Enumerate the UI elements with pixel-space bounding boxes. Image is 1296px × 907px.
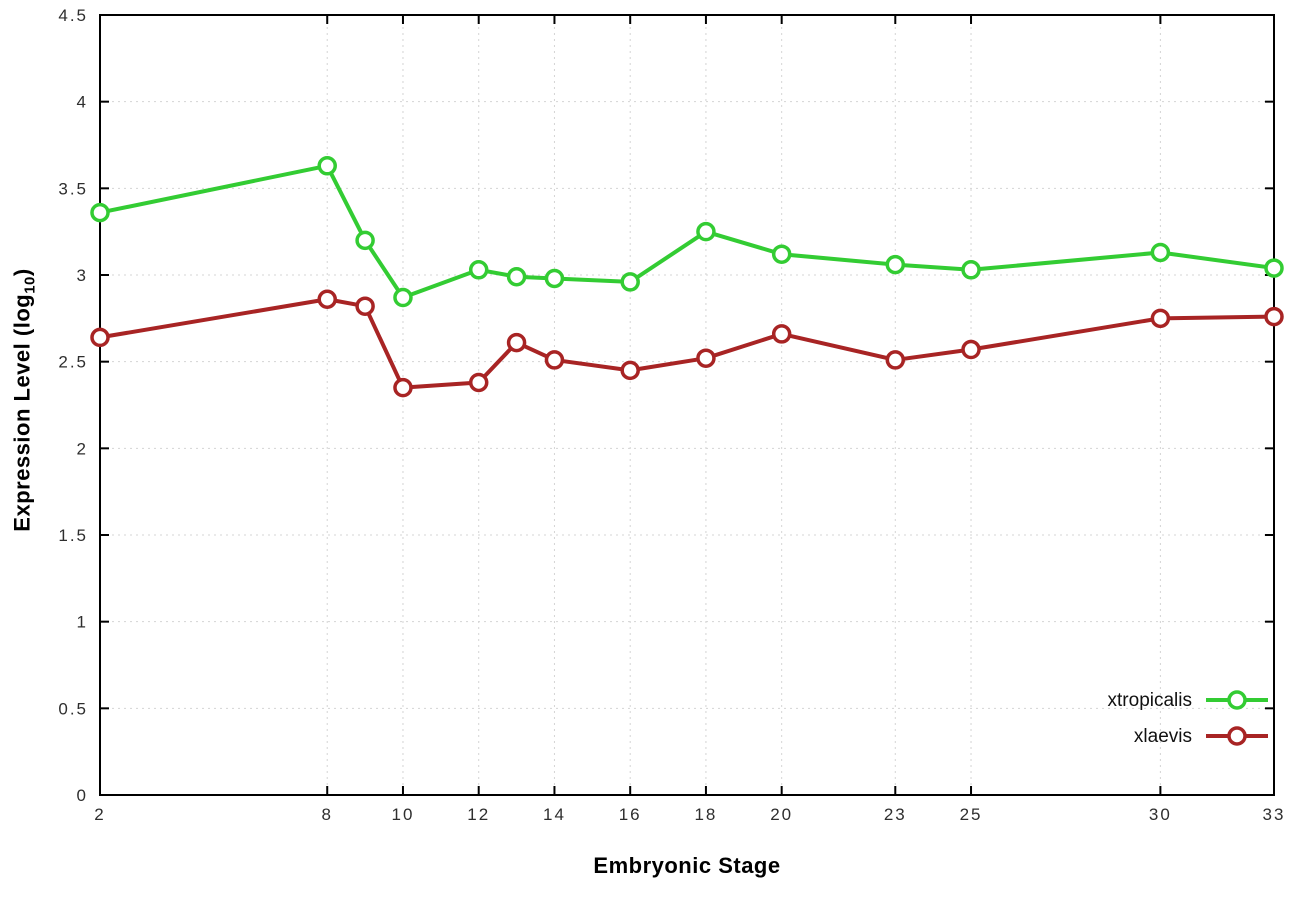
data-point-xlaevis [885,350,906,370]
y-axis-title: Expression Level (log10) [9,268,38,531]
data-point-xlaevis [771,324,792,344]
data-point-xtropicalis [90,202,110,223]
y-axis-title-close: ) [9,268,35,277]
x-tick-label: 8 [321,805,332,824]
legend-label-xtropicalis: xtropicalis [1108,690,1192,711]
x-tick-label: 2 [94,805,105,824]
data-point-xtropicalis [544,268,565,289]
legend-label-xlaevis: xlaevis [1134,726,1192,747]
data-point-xlaevis [468,372,489,393]
data-point-xlaevis [620,360,640,381]
data-point-xlaevis [961,339,981,360]
data-point-xlaevis [696,348,716,368]
data-point-xtropicalis [771,244,792,264]
series-line-xtropicalis [98,163,1276,300]
x-tick-label: 33 [1263,805,1286,824]
y-tick-label: 0 [77,786,88,805]
data-point-xtropicalis [696,221,716,242]
y-tick-label: 0.5 [58,699,88,718]
x-tick-label: 16 [619,805,642,824]
data-point-xtropicalis [506,266,527,287]
y-tick-label: 3.5 [58,179,88,198]
x-tick-label: 23 [884,805,907,824]
y-tick-label: 3 [77,266,88,285]
y-tick-label: 4.5 [58,6,88,25]
data-point-xtropicalis [620,272,640,292]
data-point-xtropicalis [355,230,375,251]
x-tick-label: 20 [770,805,793,824]
data-point-xtropicalis [317,156,337,176]
x-tick-label: 18 [694,805,717,824]
x-tick-label: 10 [392,805,415,824]
y-axis-title-subscript: 10 [21,276,39,294]
x-tick-label: 25 [960,805,983,824]
data-point-xtropicalis [1150,242,1171,263]
data-point-xlaevis [317,289,337,310]
data-point-xlaevis [1150,308,1171,329]
x-axis-title: Embryonic Stage [593,853,781,878]
data-point-xlaevis [506,332,527,353]
x-tick-label: 30 [1149,805,1172,824]
y-tick-label: 2.5 [58,353,88,372]
legend-sample-marker-xtropicalis [1227,690,1247,710]
plot-border [99,14,1275,796]
y-tick-label: 2 [77,439,88,458]
x-tick-label: 14 [543,805,566,824]
data-point-xtropicalis [1264,258,1284,278]
data-point-xtropicalis [393,287,413,308]
x-tick-label: 12 [467,805,490,824]
data-point-xtropicalis [885,254,906,275]
data-point-xtropicalis [468,260,489,280]
legend-sample-marker-xlaevis [1227,726,1247,746]
series-line-xlaevis [98,297,1276,390]
data-point-xlaevis [1264,306,1284,327]
y-tick-label: 1 [77,613,88,632]
data-point-xlaevis [544,350,565,370]
y-tick-label: 4 [77,93,88,112]
data-point-xlaevis [355,296,375,316]
y-tick-label: 1.5 [58,526,88,545]
data-point-xtropicalis [961,260,981,280]
data-point-xlaevis [393,377,413,398]
data-point-xlaevis [90,327,110,348]
y-axis-title-text: Expression Level (log [9,293,35,532]
